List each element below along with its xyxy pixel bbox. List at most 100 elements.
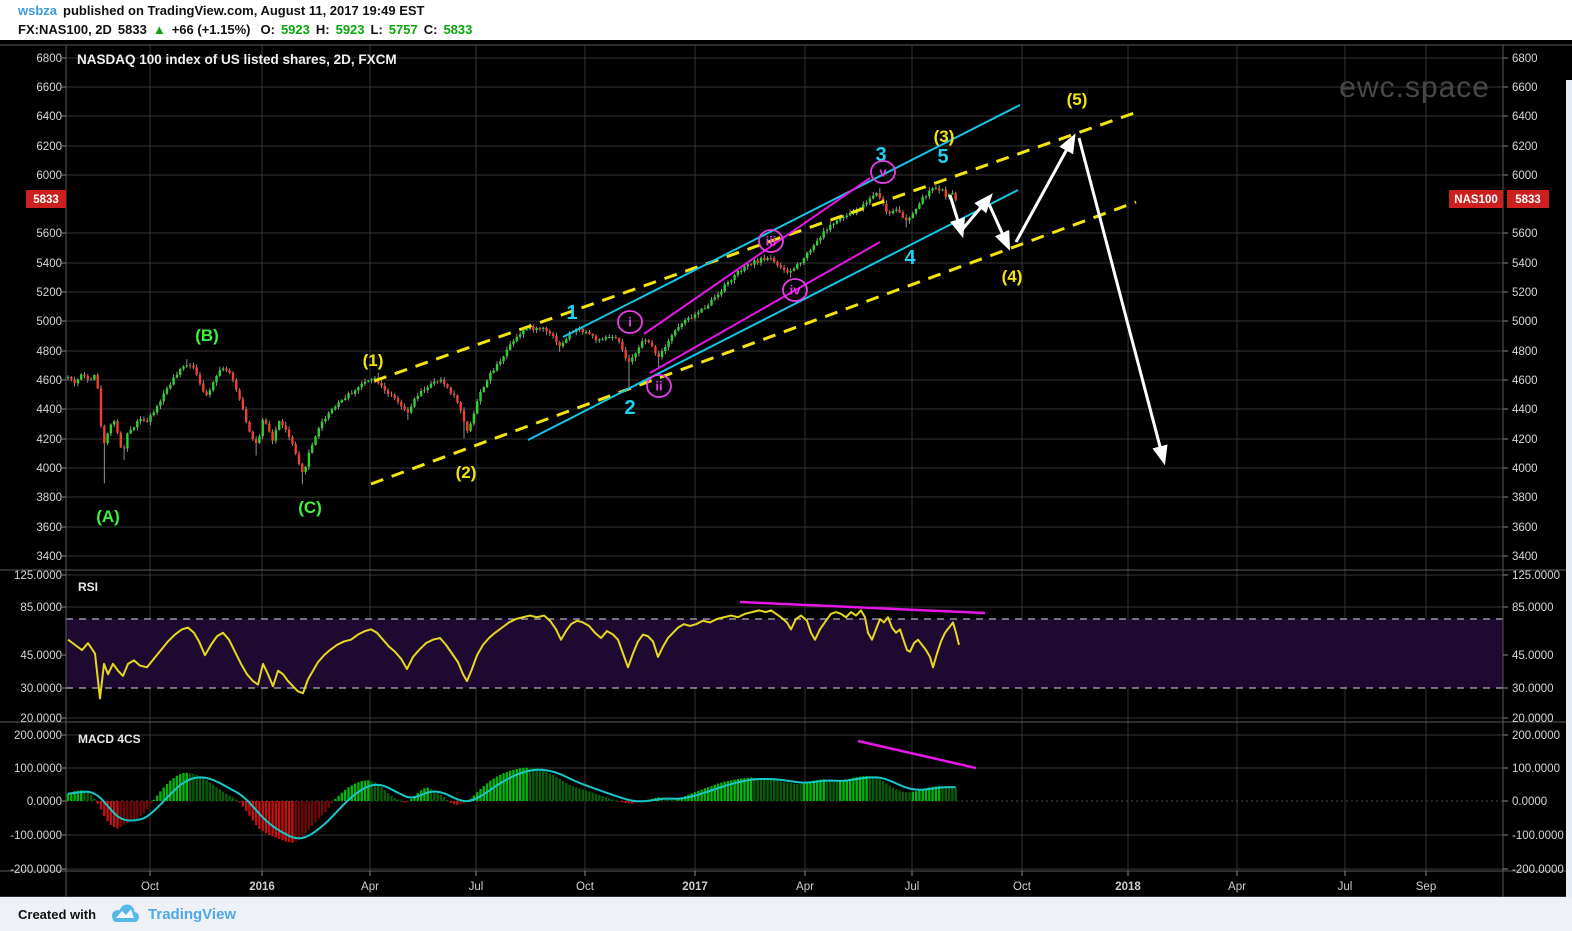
price-axis-label[interactable]: 5600 [1512, 228, 1538, 240]
price-axis-label[interactable]: 4600 [1512, 375, 1538, 387]
wave-label-(B)[interactable]: (B) [195, 326, 219, 345]
time-axis-label[interactable]: 2016 [249, 881, 275, 893]
price-axis-label[interactable]: 4000 [36, 463, 62, 475]
wave-label-(2)[interactable]: (2) [456, 463, 477, 482]
time-axis-label[interactable]: Oct [576, 881, 595, 893]
time-axis-label[interactable]: Apr [796, 881, 814, 893]
rsi-axis-label[interactable]: 30.0000 [20, 683, 62, 695]
wave-label-(C)[interactable]: (C) [298, 498, 322, 517]
time-axis-label[interactable]: Jul [905, 881, 920, 893]
macd-axis-label[interactable]: 100.0000 [1512, 763, 1560, 775]
price-axis-label[interactable]: 6000 [36, 170, 62, 182]
rsi-axis-label[interactable]: 85.0000 [20, 602, 62, 614]
price-axis-label[interactable]: 3800 [36, 492, 62, 504]
wave-label-(5)[interactable]: (5) [1067, 90, 1088, 109]
wave-circle[interactable] [870, 160, 896, 184]
wave-label-3[interactable]: 3 [875, 144, 886, 166]
macd-divergence-line[interactable] [857, 739, 977, 770]
macd-axis-label[interactable]: -100.0000 [1512, 830, 1564, 842]
rsi-axis-label[interactable]: 125.0000 [14, 570, 62, 582]
wave-label-(1)[interactable]: (1) [363, 351, 384, 370]
cyan-channel-lower[interactable] [527, 189, 1019, 441]
price-axis-label[interactable]: 4800 [36, 346, 62, 358]
macd-axis-label[interactable]: 200.0000 [14, 730, 62, 742]
price-axis-label[interactable]: 6000 [1512, 170, 1538, 182]
wave-label-i[interactable]: i [628, 315, 632, 330]
yellow-channel-upper[interactable] [373, 109, 1141, 383]
price-axis-label[interactable]: 5200 [1512, 287, 1538, 299]
macd-axis-label[interactable]: 0.0000 [27, 796, 62, 808]
price-axis-label[interactable]: 5000 [1512, 316, 1538, 328]
yellow-channel-lower[interactable] [370, 200, 1137, 486]
wave-label-iii[interactable]: iii [766, 234, 777, 249]
price-axis-label[interactable]: 5000 [36, 316, 62, 328]
price-axis-label[interactable]: 6800 [36, 53, 62, 65]
time-axis-label[interactable]: Sep [1416, 881, 1436, 893]
rsi-axis-label[interactable]: 30.0000 [1512, 683, 1554, 695]
projection-arrow[interactable] [1077, 137, 1168, 466]
price-axis-label[interactable]: 4800 [1512, 346, 1538, 358]
rsi-axis-label[interactable]: 125.0000 [1512, 570, 1560, 582]
wave-label-(4)[interactable]: (4) [1002, 267, 1023, 286]
price-axis-label[interactable]: 6600 [36, 82, 62, 94]
price-axis-label[interactable]: 3600 [1512, 522, 1538, 534]
time-axis-label[interactable]: 2018 [1115, 881, 1141, 893]
macd-axis-label[interactable]: -200.0000 [1512, 864, 1564, 876]
wave-label-iv[interactable]: iv [790, 283, 802, 298]
axis-labels[interactable]: 6800 6600 6400 6200 6000 5600 5400 5200 5000 4800… [10, 53, 1564, 893]
author-link[interactable]: wsbza [18, 2, 58, 18]
wave-label-ii[interactable]: ii [655, 379, 662, 394]
price-axis-label[interactable]: 6200 [36, 141, 62, 153]
wave-circle[interactable] [617, 310, 643, 334]
price-axis-label[interactable]: 5400 [36, 258, 62, 270]
wave-label-(A)[interactable]: (A) [96, 507, 120, 526]
price-axis-label[interactable]: 3400 [36, 551, 62, 563]
price-axis-label[interactable]: 3800 [1512, 492, 1538, 504]
rsi-axis-label[interactable]: 85.0000 [1512, 602, 1554, 614]
tradingview-logo-icon[interactable] [110, 903, 140, 925]
tradingview-brand-link[interactable]: TradingView [148, 905, 237, 923]
macd-axis-label[interactable]: 100.0000 [14, 763, 62, 775]
time-axis-label[interactable]: Jul [469, 881, 484, 893]
time-axis-label[interactable]: Apr [1228, 881, 1246, 893]
rsi-axis-label[interactable]: 45.0000 [1512, 650, 1554, 662]
macd-axis-label[interactable]: -100.0000 [10, 830, 62, 842]
price-axis-label[interactable]: 4000 [1512, 463, 1538, 475]
rsi-divergence-line[interactable] [739, 600, 986, 615]
time-axis-label[interactable]: 2017 [682, 881, 708, 893]
cyan-channel-upper[interactable] [562, 104, 1021, 338]
time-axis-label[interactable]: Jul [1338, 881, 1353, 893]
price-axis-label[interactable]: 5600 [36, 228, 62, 240]
price-axis-label[interactable]: 6800 [1512, 53, 1538, 65]
wave-label-1[interactable]: 1 [566, 302, 577, 324]
trendlines[interactable] [370, 104, 1141, 486]
wave-circle[interactable] [782, 278, 808, 302]
macd-axis-label[interactable]: 200.0000 [1512, 730, 1560, 742]
price-axis-label[interactable]: 6600 [1512, 82, 1538, 94]
rsi-axis-label[interactable]: 45.0000 [20, 650, 62, 662]
projection-arrow[interactable] [959, 193, 993, 232]
time-axis-label[interactable]: Apr [361, 881, 379, 893]
price-axis-label[interactable]: 4200 [36, 434, 62, 446]
price-axis-label[interactable]: 4400 [1512, 404, 1538, 416]
projection-arrows[interactable] [948, 133, 1168, 466]
price-axis-label[interactable]: 4400 [36, 404, 62, 416]
wave-label-5[interactable]: 5 [937, 146, 948, 168]
price-axis-label[interactable]: 4200 [1512, 434, 1538, 446]
rsi-axis-label[interactable]: 20.0000 [20, 713, 62, 725]
price-axis-label[interactable]: 3600 [36, 522, 62, 534]
chart-canvas[interactable]: (A) (B) (C) (1) (2) (3) (4) (5) 1 2 3 4 5 i ii iii iv v 6… [0, 40, 1572, 931]
wave-circle[interactable] [758, 229, 784, 253]
rsi-axis-label[interactable]: 20.0000 [1512, 713, 1554, 725]
wave-label-(3)[interactable]: (3) [934, 127, 955, 146]
price-axis-label[interactable]: 6400 [1512, 111, 1538, 123]
symbol-name[interactable]: FX:NAS100, 2D [18, 21, 112, 37]
price-axis-label[interactable]: 4600 [36, 375, 62, 387]
wave-circle[interactable] [646, 374, 672, 398]
rsi-pane-title[interactable]: RSI [78, 580, 98, 594]
price-axis-label[interactable]: 6400 [36, 111, 62, 123]
macd-axis-label[interactable]: 0.0000 [1512, 796, 1547, 808]
projection-arrow[interactable] [987, 203, 1011, 251]
price-axis-label[interactable]: 3400 [1512, 551, 1538, 563]
